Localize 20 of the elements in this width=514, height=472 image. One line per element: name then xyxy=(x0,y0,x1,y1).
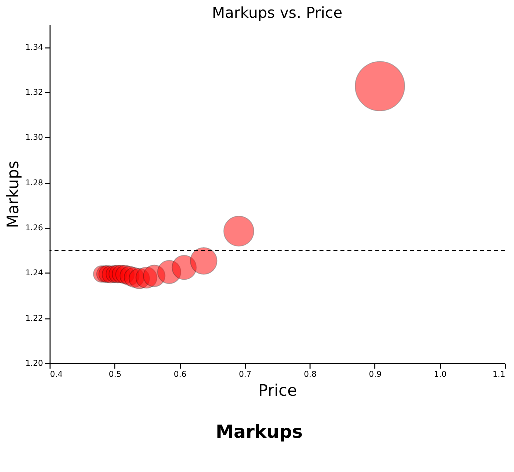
x-tick-label: 1.0 xyxy=(434,370,447,379)
y-tick-label: 1.24 xyxy=(26,268,44,278)
y-tick-label: 1.22 xyxy=(26,314,44,323)
y-tick-label: 1.34 xyxy=(26,42,44,52)
x-tick-label: 0.9 xyxy=(369,370,382,379)
x-tick-label: 1.1 xyxy=(492,370,506,379)
x-tick-label: 0.7 xyxy=(239,370,252,379)
x-tick-label: 0.6 xyxy=(174,370,187,379)
y-tick-label: 1.30 xyxy=(26,133,44,142)
y-axis-title: Markups xyxy=(4,160,23,228)
y-tick-label: 1.28 xyxy=(26,178,44,188)
x-tick-label: 0.4 xyxy=(50,370,63,379)
text: Markups xyxy=(216,422,303,444)
y-tick-label: 1.20 xyxy=(26,358,44,368)
x-tick-label: 0.5 xyxy=(109,370,122,379)
x-tick-label: 0.8 xyxy=(304,370,317,379)
chart-title: Markups vs. Price xyxy=(212,4,343,22)
y-tick-label: 1.32 xyxy=(26,88,44,97)
y-tick-label: 1.26 xyxy=(26,223,44,232)
x-axis-title: Price xyxy=(258,380,298,400)
